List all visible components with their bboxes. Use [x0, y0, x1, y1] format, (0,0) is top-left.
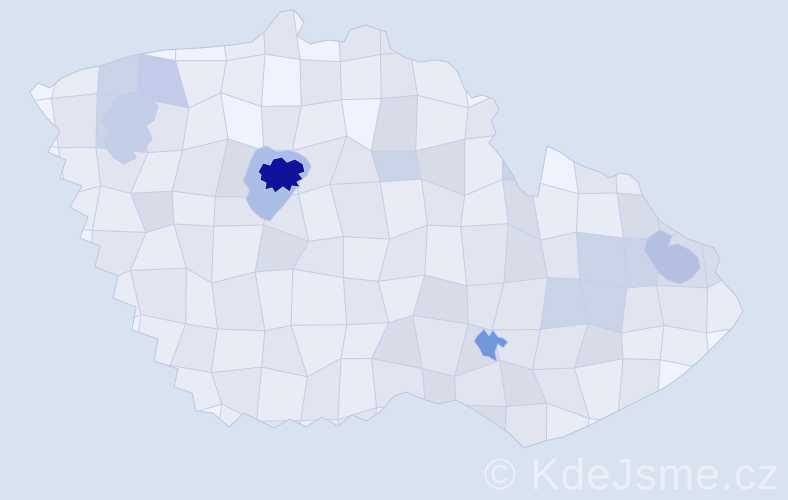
- district-cell[interactable]: [64, 10, 102, 48]
- district-cell[interactable]: [370, 150, 423, 183]
- district-cell[interactable]: [617, 417, 666, 452]
- district-cell[interactable]: [460, 223, 509, 287]
- district-cell[interactable]: [501, 47, 539, 93]
- district-cell[interactable]: [171, 403, 223, 456]
- district-cell[interactable]: [698, 134, 738, 188]
- district-cell[interactable]: [93, 362, 141, 424]
- district-cell[interactable]: [730, 182, 788, 225]
- district-cell[interactable]: [51, 327, 109, 373]
- district-cell[interactable]: [218, 8, 266, 62]
- district-cell[interactable]: [260, 53, 302, 107]
- district-cell[interactable]: [292, 2, 341, 63]
- district-cell[interactable]: [585, 1, 620, 48]
- district-cell[interactable]: [10, 0, 69, 53]
- district-cell[interactable]: [657, 0, 700, 63]
- district-cell[interactable]: [255, 366, 308, 423]
- district-cell[interactable]: [584, 45, 624, 109]
- district-cell[interactable]: [210, 328, 266, 374]
- district-cell[interactable]: [139, 411, 176, 467]
- district-cell[interactable]: [461, 47, 507, 109]
- district-cell[interactable]: [493, 10, 551, 52]
- district-cell[interactable]: [537, 4, 588, 52]
- district-cell[interactable]: [732, 134, 788, 188]
- district-cell[interactable]: [255, 420, 302, 461]
- district-cell[interactable]: [694, 0, 750, 63]
- district-cell[interactable]: [698, 222, 743, 289]
- district-cell[interactable]: [616, 45, 670, 103]
- district-cell[interactable]: [299, 59, 342, 107]
- district-cell[interactable]: [657, 50, 700, 104]
- district-cell[interactable]: [744, 327, 788, 362]
- district-cell[interactable]: [613, 87, 670, 149]
- district-cell[interactable]: [12, 315, 70, 373]
- district-cell[interactable]: [52, 227, 93, 287]
- district-cell[interactable]: [656, 359, 711, 419]
- district-cell[interactable]: [12, 271, 67, 329]
- district-cell[interactable]: [616, 192, 662, 240]
- district-cell[interactable]: [730, 222, 788, 271]
- district-cell[interactable]: [171, 190, 216, 227]
- district-cell[interactable]: [692, 412, 735, 464]
- district-cell[interactable]: [502, 402, 548, 468]
- district-cell[interactable]: [17, 358, 70, 421]
- district-cell[interactable]: [749, 49, 785, 105]
- district-cell[interactable]: [733, 357, 786, 420]
- district-cell[interactable]: [742, 0, 784, 62]
- district-cell[interactable]: [540, 231, 581, 280]
- district-cell[interactable]: [336, 2, 382, 63]
- district-cell[interactable]: [529, 143, 579, 195]
- district-cell[interactable]: [174, 0, 227, 62]
- district-cell[interactable]: [96, 42, 140, 99]
- district-cell[interactable]: [616, 0, 670, 52]
- district-cell[interactable]: [659, 101, 700, 151]
- district-cell[interactable]: [654, 147, 700, 198]
- district-cell[interactable]: [93, 314, 142, 369]
- district-cell[interactable]: [575, 192, 625, 239]
- highlight-capital-district[interactable]: [257, 156, 306, 194]
- district-cell[interactable]: [617, 358, 661, 423]
- district-cell[interactable]: [698, 183, 738, 227]
- district-cell[interactable]: [339, 53, 382, 101]
- district-cell[interactable]: [532, 91, 586, 150]
- district-cell[interactable]: [51, 271, 109, 332]
- district-cell[interactable]: [50, 93, 98, 149]
- district-cell[interactable]: [732, 100, 780, 150]
- district-cell[interactable]: [733, 412, 785, 464]
- district-cell[interactable]: [570, 87, 624, 145]
- highlight-city-southeast-district[interactable]: [473, 328, 509, 363]
- district-cell[interactable]: [55, 419, 111, 455]
- district-layer: [10, 0, 788, 468]
- district-cell[interactable]: [97, 411, 147, 467]
- highlight-region-northwest-district[interactable]: [101, 91, 159, 165]
- district-cell[interactable]: [692, 357, 745, 415]
- district-cell[interactable]: [575, 231, 628, 289]
- district-cell[interactable]: [290, 268, 348, 326]
- district-cell[interactable]: [570, 141, 618, 195]
- district-cell[interactable]: [502, 89, 535, 150]
- district-cell[interactable]: [416, 403, 468, 453]
- country-border: [29, 9, 744, 449]
- district-cell[interactable]: [50, 42, 102, 99]
- district-cell[interactable]: [533, 46, 588, 109]
- district-cell[interactable]: [694, 48, 750, 106]
- district-cell[interactable]: [744, 268, 788, 332]
- district-cell[interactable]: [502, 134, 534, 182]
- district-cell[interactable]: [134, 364, 173, 421]
- highlight-region-east-district[interactable]: [643, 229, 701, 285]
- district-cell[interactable]: [613, 141, 661, 198]
- district-cell[interactable]: [11, 97, 59, 149]
- district-cell[interactable]: [25, 406, 66, 462]
- district-cell[interactable]: [409, 2, 467, 60]
- district-cell[interactable]: [698, 102, 749, 151]
- district-cell[interactable]: [461, 10, 503, 60]
- district-cell[interactable]: [11, 191, 68, 229]
- district-cell[interactable]: [90, 11, 142, 55]
- district-cell[interactable]: [379, 2, 430, 55]
- district-cell[interactable]: [55, 362, 99, 424]
- district-cell[interactable]: [11, 224, 67, 274]
- district-cell[interactable]: [656, 413, 706, 453]
